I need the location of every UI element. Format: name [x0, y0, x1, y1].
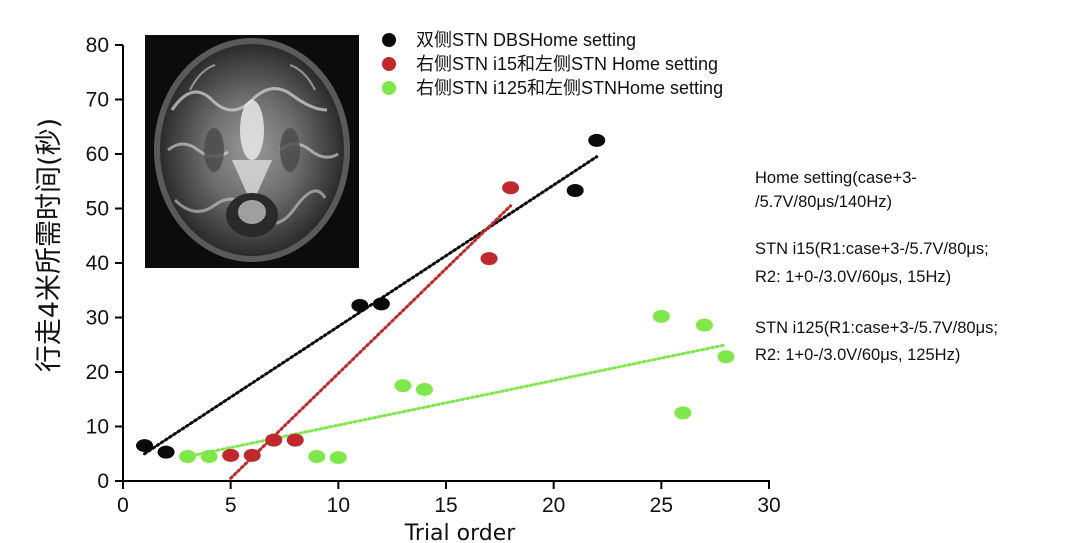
data-point-black — [157, 445, 175, 459]
data-point-red — [480, 252, 498, 266]
data-point-green — [717, 350, 735, 364]
legend: 双侧STN DBSHome setting 右侧STN i15和左侧STN Ho… — [382, 30, 723, 98]
x-axis-title: Trial order — [404, 521, 517, 543]
data-point-red — [265, 433, 283, 447]
data-point-black — [351, 299, 369, 313]
y-axis-ticks: 0 10 20 30 40 50 60 70 80 — [86, 34, 123, 493]
note-home-line-2: /5.7V/80μs/140Hz) — [755, 193, 892, 211]
y-tick-label: 10 — [86, 416, 109, 439]
y-tick-label: 50 — [86, 198, 109, 221]
legend-label-2: 右侧STN i15和左侧STN Home setting — [416, 54, 718, 74]
note-home-line-1: Home setting(case+3- — [755, 169, 917, 187]
y-tick-label: 80 — [86, 34, 109, 57]
data-point-red — [222, 448, 240, 462]
data-point-green — [674, 406, 692, 420]
settings-notes: Home setting(case+3- /5.7V/80μs/140Hz) S… — [755, 169, 998, 364]
trendline-black — [143, 155, 599, 456]
data-point-green — [695, 318, 713, 332]
data-point-black — [588, 133, 606, 147]
note-i125-line-1: STN i125(R1:case+3-/5.7V/80μs; — [755, 319, 998, 337]
note-i15-line-1: STN i15(R1:case+3-/5.7V/80μs; — [755, 240, 989, 258]
data-point-red — [286, 433, 304, 447]
legend-marker-green — [382, 81, 396, 95]
data-point-green — [415, 382, 433, 396]
x-tick-label: 5 — [225, 494, 237, 517]
data-points — [136, 133, 735, 465]
data-point-green — [308, 449, 326, 463]
y-tick-label: 20 — [86, 361, 109, 384]
y-tick-label: 30 — [86, 307, 109, 330]
data-point-green — [394, 379, 412, 393]
brain-mri-inset — [145, 35, 359, 268]
data-point-green — [329, 451, 347, 465]
data-point-red — [243, 448, 261, 462]
y-tick-label: 70 — [86, 89, 109, 112]
legend-label-3: 右侧STN i125和左侧STNHome setting — [416, 78, 723, 98]
data-point-black — [372, 297, 390, 311]
legend-label-1: 双侧STN DBSHome setting — [416, 30, 636, 50]
data-point-black — [566, 184, 584, 198]
x-tick-label: 15 — [434, 494, 457, 517]
x-tick-label: 30 — [757, 494, 780, 517]
y-tick-label: 60 — [86, 143, 109, 166]
legend-marker-red — [382, 57, 396, 71]
legend-marker-black — [382, 33, 396, 47]
y-axis-title: 行走4米所需时间(秒) — [34, 118, 65, 372]
x-axis-ticks: 0 5 10 15 20 25 30 — [117, 481, 781, 517]
data-point-black — [136, 439, 154, 453]
note-i15-line-2: R2: 1+0-/3.0V/60μs, 15Hz) — [755, 268, 951, 286]
x-tick-label: 20 — [542, 494, 565, 517]
y-tick-label: 0 — [97, 470, 109, 493]
x-tick-label: 10 — [327, 494, 350, 517]
data-point-green — [200, 449, 218, 463]
trendline-red — [229, 204, 513, 480]
x-tick-label: 0 — [117, 494, 129, 517]
note-i125-line-2: R2: 1+0-/3.0V/60μs, 125Hz) — [755, 346, 960, 364]
data-point-green — [652, 309, 670, 323]
data-point-red — [502, 181, 520, 195]
data-point-green — [179, 449, 197, 463]
x-tick-label: 25 — [650, 494, 673, 517]
y-tick-label: 40 — [86, 252, 109, 275]
